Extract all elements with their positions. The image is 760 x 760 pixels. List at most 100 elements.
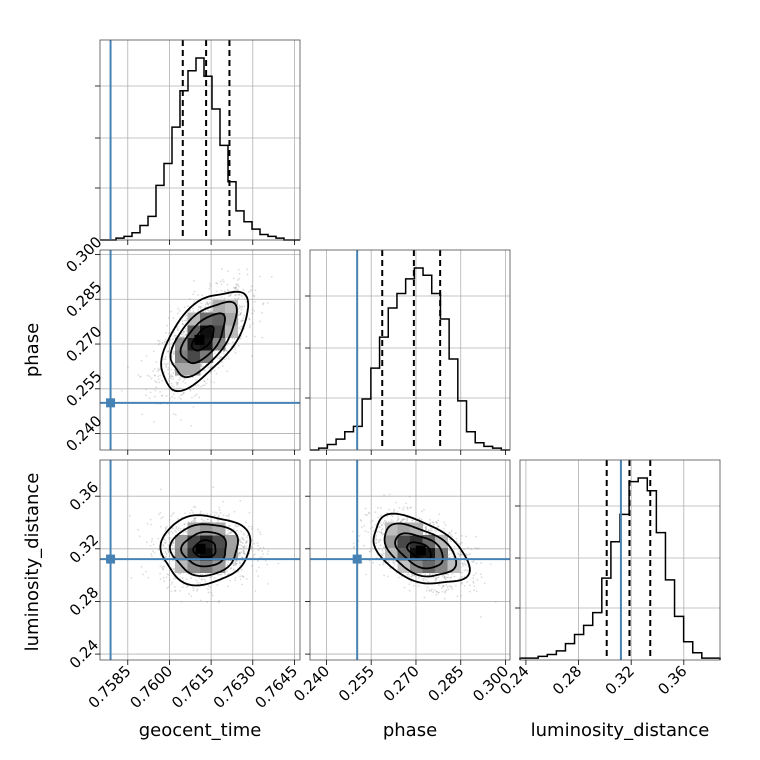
panel-geocent-time-vs-phase-sample [254,335,256,338]
panel-phase-vs-luminosity-distance-sample [460,541,463,544]
panel-phase-vs-luminosity-distance-sample [398,506,401,509]
panel-geocent-time-vs-luminosity-distance-sample [199,582,202,584]
panel-geocent-time-vs-phase-sample [170,368,173,371]
panel-geocent-time-vs-phase-sample [246,273,249,276]
panel-phase-vs-luminosity-distance-xticklabel-1: 0.255 [335,662,378,705]
panel-geocent-time-vs-luminosity-distance-sample [200,518,203,521]
panel-phase-vs-luminosity-distance-sample [371,547,374,550]
panel-geocent-time-vs-phase-sample [163,371,166,374]
panel-geocent-time-vs-luminosity-distance-sample [150,555,153,558]
panel-phase-vs-luminosity-distance-sample [443,576,446,579]
panel-phase-vs-luminosity-distance-sample [453,545,456,548]
panel-geocent-time-vs-phase-sample [177,387,179,390]
panel-geocent-time-vs-phase-sample [245,301,248,303]
panel-geocent-time-vs-luminosity-distance-sample [200,578,203,581]
panel-phase-vs-luminosity-distance-sample [451,535,453,538]
panel-geocent-time-vs-phase-sample [169,397,171,400]
panel-phase-vs-luminosity-distance-sample [435,590,438,593]
panel-geocent-time-vs-phase-sample [237,293,240,296]
panel-phase-vs-luminosity-distance-sample [471,561,474,563]
panel-geocent-time-vs-luminosity-distance-sample [164,527,167,530]
panel-geocent-time-vs-luminosity-distance-sample [172,567,175,570]
panel-geocent-time-vs-phase-sample [262,302,265,305]
panel-geocent-time-vs-luminosity-distance-sample [181,586,184,589]
panel-geocent-time-vs-luminosity-distance-sample [234,576,237,579]
panel-geocent-time-vs-luminosity-distance-sample [174,577,177,580]
panel-geocent-time-vs-luminosity-distance-sample [243,552,246,555]
panel-geocent-time-vs-luminosity-distance-xticklabel-4: 0.7645 [251,662,301,712]
panel-geocent-time-vs-phase-sample [223,297,226,300]
panel-geocent-time-vs-phase-sample [178,396,181,399]
panel-phase-vs-luminosity-distance-sample [483,582,486,585]
panel-geocent-time-vs-luminosity-distance-xticklabel-0: 0.7585 [85,662,135,712]
panel-geocent-time-vs-luminosity-distance-sample [172,511,175,514]
panel-geocent-time-vs-phase-sample [240,325,243,328]
panel-geocent-time-vs-luminosity-distance-sample [259,556,262,559]
panel-phase-vs-luminosity-distance-sample [437,584,440,586]
panel-geocent-time-vs-luminosity-distance-sample [204,580,207,583]
panel-phase-vs-luminosity-distance-sample [473,585,476,588]
panel-geocent-time-vs-luminosity-distance-sample [162,545,165,548]
panel-geocent-time-vs-luminosity-distance-sample [209,513,212,516]
panel-geocent-time-vs-luminosity-distance-sample [167,550,170,553]
panel-geocent-time-vs-phase-sample [172,413,175,415]
panel-geocent-time-vs-luminosity-distance-sample [168,555,171,557]
panel-phase-vs-luminosity-distance-sample [425,589,428,592]
panel-phase-vs-luminosity-distance-sample [450,576,453,579]
panel-geocent-time-vs-phase-sample [182,380,184,383]
panel-geocent-time-vs-luminosity-distance-sample [234,561,237,564]
panel-phase-vs-luminosity-distance-sample [418,517,421,520]
panel-phase-vs-luminosity-distance-sample [461,553,463,556]
panel-geocent-time-vs-phase-sample [200,364,203,366]
panel-geocent-time-vs-phase-sample [153,420,156,423]
panel-geocent-time-vs-luminosity-distance-sample [190,509,193,512]
panel-geocent-time-vs-phase-sample [176,328,179,330]
panel-phase-vs-luminosity-distance-sample [393,561,395,564]
panel-geocent-time-vs-luminosity-distance-sample [130,576,133,579]
panel-phase-vs-luminosity-distance-sample [444,578,447,581]
panel-geocent-time-vs-luminosity-distance-sample [157,537,160,540]
panel-phase-vs-luminosity-distance-sample [402,506,405,509]
panel-phase-vs-luminosity-distance-sample [443,521,446,524]
panel-phase-vs-luminosity-distance-sample [474,535,477,538]
panel-geocent-time-vs-phase-sample [165,395,168,397]
panel-phase-vs-luminosity-distance-sample [437,576,440,579]
panel-geocent-time-vs-phase-sample [234,294,236,296]
panel-geocent-time-vs-luminosity-distance-sample [195,579,198,582]
panel-geocent-time-vs-phase-sample [176,383,179,385]
panel-geocent-time-vs-phase-sample [152,370,155,372]
panel-geocent-time-vs-luminosity-distance-sample [164,526,167,529]
panel-geocent-time-vs-luminosity-distance-sample [250,525,253,528]
panel-phase-vs-luminosity-distance-sample [406,516,408,519]
panel-geocent-time-vs-phase-sample [165,364,168,366]
panel-phase-vs-luminosity-distance-sample [363,544,365,547]
panel-phase-vs-luminosity-distance-sample [443,575,446,578]
panel-geocent-time-vs-luminosity-distance-sample [168,552,171,555]
panel-phase-vs-luminosity-distance-sample [430,589,433,592]
panel-geocent-time-vs-luminosity-distance-sample [179,589,181,592]
panel-geocent-time-vs-phase-sample [188,388,191,391]
panel-phase-vs-luminosity-distance-sample [468,584,471,587]
panel-geocent-time-vs-phase-sample [181,333,183,336]
panel-phase-vs-luminosity-distance-sample [408,583,411,586]
panel-geocent-time-vs-phase-sample [243,314,246,317]
panel-geocent-time-vs-phase-sample [182,332,185,335]
panel-geocent-time-vs-luminosity-distance-sample [245,521,247,524]
panel-phase-vs-luminosity-distance-sample [375,534,378,537]
panel-phase-vs-luminosity-distance-sample [384,519,386,522]
panel-geocent-time-vs-luminosity-distance-sample [192,519,195,522]
panel-phase-vs-luminosity-distance-sample [467,547,470,549]
panel-geocent-time-vs-luminosity-distance-sample [256,542,259,545]
panel-geocent-time-vs-phase-sample [203,380,205,383]
panel-phase-vs-luminosity-distance-sample [459,550,461,553]
panel-geocent-time-vs-luminosity-distance-sample [161,566,163,569]
panel-geocent-time-vs-luminosity-distance-sample [237,525,240,528]
panel-geocent-time-vs-luminosity-distance-sample [238,539,241,542]
panel-geocent-time-vs-phase-sample [203,306,206,309]
panel-geocent-time-vs-luminosity-distance-sample [167,544,170,547]
panel-geocent-time-vs-luminosity-distance-sample [159,554,162,557]
panel-geocent-time-vs-luminosity-distance-sample [241,556,244,559]
panel-geocent-time-vs-luminosity-distance-sample [188,592,191,595]
panel-geocent-time-vs-luminosity-distance-sample [206,513,209,515]
panel-geocent-time-vs-phase-sample [168,376,171,378]
